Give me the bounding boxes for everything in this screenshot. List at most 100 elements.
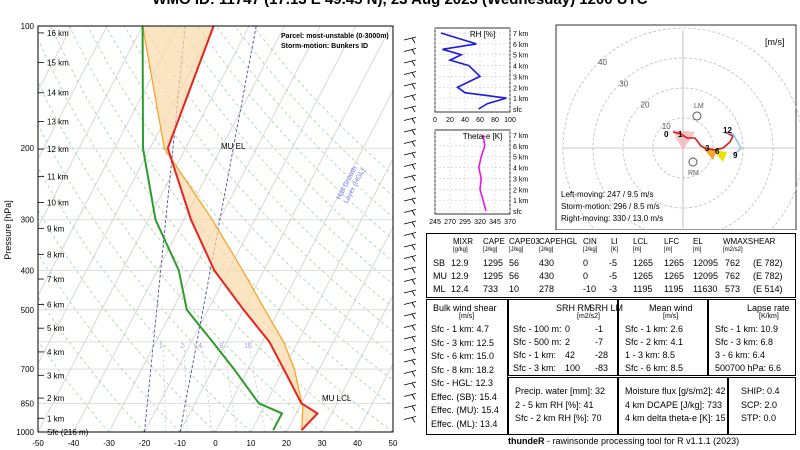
wind-barb [403, 335, 417, 340]
mixing-ratio-label: 2 [180, 343, 184, 350]
wind-barb-flag [411, 83, 416, 90]
dry-adiabat [160, 26, 393, 285]
stat-row: Effec. (SB): 15.4 [431, 391, 497, 402]
wind-barb-flag [411, 118, 416, 124]
wind-barb [403, 197, 417, 202]
parcel-unit: [J/kg] [483, 247, 498, 253]
stat-row: Effec. (ML): 13.4 [431, 418, 498, 429]
temp-tick: 20 [282, 439, 291, 448]
isotherm [357, 362, 393, 432]
wind-barb [403, 174, 417, 179]
panel-x-tick: 80 [491, 117, 499, 124]
parcel-cell: 56 [509, 258, 520, 268]
panel-x-tick: 0 [433, 117, 437, 124]
wind-barb [403, 128, 417, 133]
indices-box: SHIP: 0.4 SCP: 2.0 STP: 0.0 [728, 377, 796, 435]
dewpoint-line [141, 26, 284, 431]
mean-wind-unit: [m/s] [663, 313, 679, 320]
srh-rm-value: 42 [565, 350, 576, 360]
srh-row-label: Sfc - 100 m: [513, 324, 562, 334]
rm-marker [688, 157, 698, 167]
wind-barb [403, 48, 417, 52]
parcel-unit: [m] [664, 247, 673, 253]
temp-tick: -30 [103, 439, 115, 448]
hodograph-point-label: 1 [678, 130, 683, 139]
stat-row: 4 km delta theta-e [K]: 15 [625, 413, 726, 423]
wind-barb [403, 94, 417, 98]
pressure-tick: 1000 [16, 428, 34, 437]
isotherm [215, 89, 393, 432]
parcel-unit: [K] [611, 247, 619, 253]
parcel-header: CIN [583, 237, 597, 246]
parcel-cell: 1295 [483, 271, 504, 281]
wind-barb [403, 266, 417, 271]
mixing-ratio-line [183, 341, 188, 432]
srh-unit: [m2/s2] [577, 313, 600, 320]
hodograph-point-label: 6 [715, 147, 720, 156]
panel-frame [434, 129, 511, 215]
dry-adiabat [38, 340, 110, 432]
wind-barb [403, 243, 417, 248]
stat-row: Sfc - 3 km: 12.5 [431, 337, 495, 348]
rm-label: RM [688, 170, 699, 177]
wind-barb [403, 324, 417, 328]
height-label: 9 km [47, 224, 65, 233]
hodo-shade-3-6 [703, 148, 717, 160]
panel-x-tick: 370 [504, 219, 516, 226]
panel-level-label: 7 km [513, 31, 528, 38]
wind-barb-flag [411, 279, 416, 285]
temp-tick: -10 [174, 439, 186, 448]
wind-barb-flag [411, 405, 416, 412]
wind-barb [403, 209, 417, 213]
srh-row-label: Sfc - 3 km: [513, 363, 557, 373]
parcel-cell: 12.9 [451, 271, 469, 281]
wind-barb-flag [411, 187, 416, 193]
hodograph-ring-label: 30 [619, 79, 628, 88]
wind-barb [403, 232, 417, 236]
wind-barb [403, 151, 417, 156]
isotherm [38, 26, 143, 229]
parcel-cell: -5 [609, 271, 618, 281]
wind-barb-flag [411, 359, 416, 366]
parcel-cell: 0 [583, 271, 589, 281]
parcel-unit: [m] [693, 247, 702, 253]
temperature-line [166, 26, 320, 431]
wind-barb-flag [411, 417, 416, 423]
parcel-unit: [J/kg] [539, 247, 554, 253]
wind-barb [403, 36, 417, 41]
panel-level-label: 5 km [513, 53, 528, 60]
height-label: 16 km [47, 29, 69, 38]
parcel-cell: 1195 [633, 284, 653, 294]
mixing-ratio-line [222, 341, 238, 432]
pressure-tick: 200 [21, 144, 35, 153]
wind-barb-flag [411, 267, 416, 274]
wind-barb [403, 117, 417, 121]
srh-rm-value: 100 [565, 363, 581, 373]
wind-barb [403, 381, 417, 386]
stat-row: SHIP: 0.4 [741, 386, 780, 396]
footer: thundeR - rawinsonde processing tool for… [508, 436, 739, 446]
height-label: 15 km [47, 59, 69, 68]
panel-level-label: 2 km [513, 187, 528, 194]
panel-x-tick: 60 [476, 117, 484, 124]
panel-x-tick: 20 [446, 117, 454, 124]
wind-barb [403, 140, 417, 144]
isotherm [321, 294, 393, 432]
srh-lm-value: -28 [595, 350, 609, 360]
srh-rm-header: SRH RM [556, 303, 592, 313]
dry-adiabat [252, 26, 393, 176]
mixing-ratio-label: 8 [219, 343, 223, 350]
wind-barb [403, 71, 417, 75]
temp-tick: 10 [247, 439, 256, 448]
wind-barb-flag [411, 152, 416, 159]
panel-x-tick: 320 [474, 219, 486, 226]
wind-barb-flag [411, 371, 416, 377]
parcel-line [141, 26, 304, 431]
panel-x-tick: 270 [444, 219, 456, 226]
parcel-cell: 12.4 [451, 284, 469, 294]
hodograph-unit: [m/s] [765, 37, 785, 47]
parcel-cell: 1295 [483, 258, 504, 268]
parcel-unit: [J/kg] [509, 247, 524, 253]
stat-row: 4 km DCAPE [J/kg]: 733 [625, 399, 723, 410]
panel-x-tick: 345 [489, 219, 501, 226]
